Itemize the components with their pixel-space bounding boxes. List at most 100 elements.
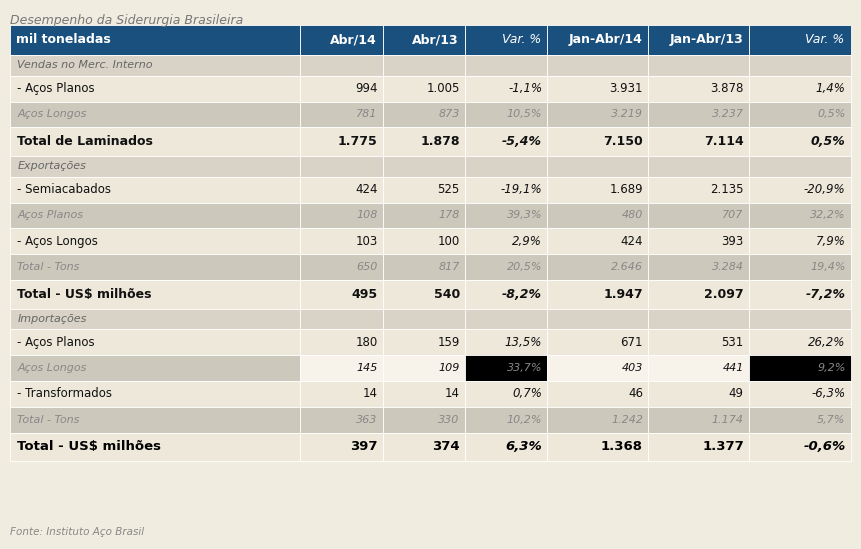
Text: 1,4%: 1,4%	[815, 82, 846, 95]
Bar	[548, 355, 648, 381]
Bar	[300, 329, 382, 355]
Text: 3.284: 3.284	[712, 262, 744, 272]
Text: -20,9%: -20,9%	[804, 183, 846, 196]
Text: -19,1%: -19,1%	[500, 183, 542, 196]
Text: - Aços Longos: - Aços Longos	[17, 235, 98, 248]
Bar	[465, 55, 548, 76]
Text: -5,4%: -5,4%	[502, 135, 542, 148]
Text: 1.878: 1.878	[420, 135, 460, 148]
Text: 10,2%: 10,2%	[506, 414, 542, 425]
Bar	[548, 25, 648, 55]
Bar	[648, 203, 749, 228]
Bar	[749, 381, 851, 407]
Bar	[382, 25, 465, 55]
Bar	[749, 156, 851, 177]
Text: 180: 180	[356, 336, 377, 349]
Text: Fonte: Instituto Aço Brasil: Fonte: Instituto Aço Brasil	[10, 527, 145, 537]
Text: 3.931: 3.931	[610, 82, 643, 95]
Bar	[300, 381, 382, 407]
Bar	[465, 102, 548, 127]
Text: -1,1%: -1,1%	[508, 82, 542, 95]
Text: 109: 109	[438, 363, 460, 373]
Bar	[548, 177, 648, 203]
Bar	[300, 407, 382, 433]
Bar	[300, 309, 382, 329]
Text: 330: 330	[438, 414, 460, 425]
Text: 100: 100	[437, 235, 460, 248]
Bar	[648, 127, 749, 156]
Bar	[10, 381, 300, 407]
Bar	[648, 76, 749, 102]
Bar	[749, 280, 851, 309]
Bar	[548, 102, 648, 127]
Bar	[465, 280, 548, 309]
Bar	[382, 228, 465, 254]
Bar	[10, 228, 300, 254]
Text: 20,5%: 20,5%	[506, 262, 542, 272]
Bar	[548, 433, 648, 461]
Bar	[465, 127, 548, 156]
Bar	[548, 55, 648, 76]
Text: 19,4%: 19,4%	[810, 262, 846, 272]
Text: 817: 817	[438, 262, 460, 272]
Bar	[749, 254, 851, 280]
Text: 7,9%: 7,9%	[815, 235, 846, 248]
Bar	[465, 309, 548, 329]
Bar	[10, 407, 300, 433]
Text: 480: 480	[622, 210, 643, 221]
Bar	[548, 309, 648, 329]
Bar	[548, 76, 648, 102]
Bar	[10, 102, 300, 127]
Bar	[749, 55, 851, 76]
Text: 424: 424	[621, 235, 643, 248]
Bar	[648, 55, 749, 76]
Text: 781: 781	[356, 109, 377, 120]
Bar	[300, 355, 382, 381]
Bar	[548, 228, 648, 254]
Text: 531: 531	[722, 336, 744, 349]
Bar	[382, 127, 465, 156]
Text: 393: 393	[722, 235, 744, 248]
Text: 178: 178	[438, 210, 460, 221]
Text: 2.097: 2.097	[704, 288, 744, 301]
Text: 1.689: 1.689	[610, 183, 643, 196]
Text: 1.368: 1.368	[601, 440, 643, 453]
Text: 103: 103	[356, 235, 377, 248]
Text: 10,5%: 10,5%	[506, 109, 542, 120]
Bar	[465, 177, 548, 203]
Bar	[10, 127, 300, 156]
Bar	[465, 329, 548, 355]
Text: Jan-Abr/14: Jan-Abr/14	[568, 33, 642, 46]
Bar	[749, 228, 851, 254]
Text: 3.237: 3.237	[712, 109, 744, 120]
Text: Vendas no Merc. Interno: Vendas no Merc. Interno	[17, 60, 152, 70]
Text: Jan-Abr/13: Jan-Abr/13	[669, 33, 743, 46]
Text: Desempenho da Siderurgia Brasileira: Desempenho da Siderurgia Brasileira	[10, 14, 244, 27]
Text: - Semiacabados: - Semiacabados	[17, 183, 111, 196]
Bar	[10, 254, 300, 280]
Bar	[648, 156, 749, 177]
Bar	[548, 254, 648, 280]
Bar	[648, 25, 749, 55]
Text: Aços Longos: Aços Longos	[17, 363, 87, 373]
Text: 1.242: 1.242	[611, 414, 643, 425]
Bar	[749, 102, 851, 127]
Text: Importações: Importações	[17, 314, 87, 324]
Bar	[465, 76, 548, 102]
Bar	[648, 433, 749, 461]
Bar	[300, 156, 382, 177]
Text: 397: 397	[350, 440, 377, 453]
Text: 145: 145	[356, 363, 377, 373]
Bar	[648, 254, 749, 280]
Text: -8,2%: -8,2%	[502, 288, 542, 301]
Text: - Aços Planos: - Aços Planos	[17, 336, 95, 349]
Bar	[10, 55, 300, 76]
Bar	[382, 55, 465, 76]
Bar	[648, 228, 749, 254]
Bar	[382, 433, 465, 461]
Text: 424: 424	[355, 183, 377, 196]
Text: 2.646: 2.646	[611, 262, 643, 272]
Text: 7.114: 7.114	[704, 135, 744, 148]
Text: 363: 363	[356, 414, 377, 425]
Bar	[300, 76, 382, 102]
